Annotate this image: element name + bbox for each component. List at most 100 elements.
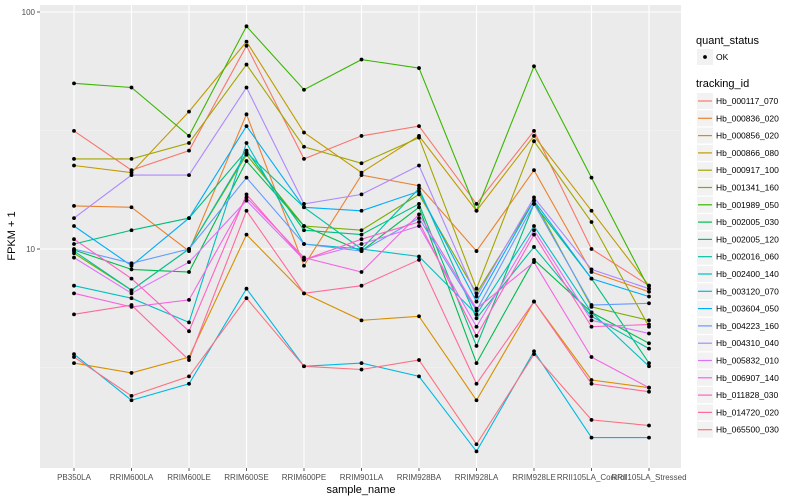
data-point-Hb_004223_160-RRIM600LA xyxy=(129,261,134,266)
data-point-Hb_006907_140-PB350LA xyxy=(72,291,76,296)
data-point-Hb_005832_010-RRIM928LE xyxy=(532,228,536,233)
data-point-Hb_011828_030-RRII105LA_Stressed xyxy=(647,322,651,327)
data-point-Hb_004310_040-PB350LA xyxy=(72,216,76,221)
legend-label-Hb_004223_160: Hb_004223_160 xyxy=(716,321,779,331)
data-point-Hb_003604_050-RRIM600SE xyxy=(244,124,249,129)
data-point-Hb_006907_140-RRIM928LA xyxy=(474,306,479,311)
data-point-Hb_001989_050-RRII105LA_Control xyxy=(589,175,594,180)
data-point-Hb_000856_020-RRIM600LA xyxy=(129,371,134,375)
data-point-Hb_000917_100-PB350LA xyxy=(72,156,76,161)
data-point-Hb_000836_020-RRIM600SE xyxy=(244,112,249,117)
data-point-Hb_006907_140-RRII105LA_Stressed xyxy=(647,385,651,390)
data-point-Hb_004310_040-RRIM901LA xyxy=(359,192,364,197)
data-point-Hb_004310_040-RRIM928LE xyxy=(532,195,536,200)
legend-label-Hb_001989_050: Hb_001989_050 xyxy=(716,200,779,210)
data-point-Hb_002005_030-RRII105LA_Stressed xyxy=(647,341,651,346)
data-point-Hb_005832_010-RRII105LA_Control xyxy=(589,318,594,323)
data-point-Hb_001989_050-RRIM600LE xyxy=(187,134,191,138)
data-point-Hb_002016_060-RRIM600SE xyxy=(244,150,249,155)
data-point-Hb_002016_060-RRIM928LE xyxy=(532,245,536,249)
data-point-Hb_000836_020-RRII105LA_Stressed xyxy=(647,289,651,294)
data-point-Hb_004223_160-PB350LA xyxy=(72,247,76,251)
data-point-Hb_011828_030-RRII105LA_Control xyxy=(589,324,594,329)
data-point-Hb_003120_070-RRIM901LA xyxy=(359,361,364,366)
data-point-Hb_002016_060-RRII105LA_Stressed xyxy=(647,346,651,351)
data-point-Hb_004310_040-RRII105LA_Control xyxy=(589,267,594,272)
data-point-Hb_001989_050-PB350LA xyxy=(72,81,76,86)
x-tick-label: RRIM600LE xyxy=(167,473,211,482)
data-point-Hb_002400_140-RRIM928LE xyxy=(532,224,536,228)
legend-label-Hb_002005_030: Hb_002005_030 xyxy=(716,217,779,227)
data-point-Hb_004223_160-RRIM901LA xyxy=(359,249,364,253)
y-tick-label: 10 xyxy=(26,245,35,254)
data-point-Hb_006907_140-RRIM600SE xyxy=(244,195,249,200)
data-point-Hb_065500_030-RRIM600SE xyxy=(244,296,249,301)
data-point-Hb_065500_030-RRIM928LA xyxy=(474,442,479,447)
data-point-Hb_002005_030-RRIM600PE xyxy=(302,224,306,228)
data-point-Hb_001341_160-RRIM928LA xyxy=(474,291,479,296)
data-point-Hb_004310_040-RRIM600LA xyxy=(129,173,134,178)
data-point-Hb_000117_070-RRIM928BA xyxy=(417,124,421,129)
legend-label-Hb_004310_040: Hb_004310_040 xyxy=(716,338,779,348)
legend-label-Hb_005832_010: Hb_005832_010 xyxy=(716,356,779,366)
data-point-Hb_000917_100-RRIM928LA xyxy=(474,286,479,291)
data-point-Hb_014720_020-RRIM928LE xyxy=(532,299,536,304)
point-icon xyxy=(703,55,707,59)
data-point-Hb_000117_070-RRIM600PE xyxy=(302,156,306,161)
data-point-Hb_000866_080-RRII105LA_Stressed xyxy=(647,283,651,288)
data-point-Hb_000917_100-RRIM928BA xyxy=(417,135,421,140)
legend-label-Hb_002400_140: Hb_002400_140 xyxy=(716,269,779,279)
data-point-Hb_001989_050-RRIM600PE xyxy=(302,87,306,92)
data-point-Hb_000836_020-RRIM600PE xyxy=(302,263,306,268)
data-point-Hb_011828_030-RRIM928LE xyxy=(532,232,536,237)
data-point-Hb_005832_010-RRIM600LA xyxy=(129,291,134,296)
data-point-Hb_000917_100-RRIM600SE xyxy=(244,62,249,67)
data-point-Hb_003120_070-RRIM928BA xyxy=(417,374,421,379)
legend-label-Hb_003120_070: Hb_003120_070 xyxy=(716,286,779,296)
data-point-Hb_011828_030-RRIM600LA xyxy=(129,276,134,281)
data-point-Hb_002400_140-RRIM600SE xyxy=(244,141,249,145)
data-point-Hb_003120_070-RRIM928LA xyxy=(474,449,479,454)
data-point-Hb_000117_070-RRIM600LE xyxy=(187,148,191,153)
data-point-Hb_014720_020-RRIM600PE xyxy=(302,291,306,296)
data-point-Hb_001989_050-RRIM600SE xyxy=(244,24,249,29)
data-point-Hb_002400_140-RRII105LA_Control xyxy=(589,310,594,315)
legend-label-Hb_065500_030: Hb_065500_030 xyxy=(716,425,779,435)
data-point-Hb_000866_080-RRIM600PE xyxy=(302,130,306,135)
data-point-Hb_014720_020-PB350LA xyxy=(72,312,76,317)
data-point-Hb_001341_160-RRIM928BA xyxy=(417,192,421,197)
legend-label-Hb_000836_020: Hb_000836_020 xyxy=(716,113,779,123)
data-point-Hb_003604_050-RRIM600PE xyxy=(302,205,306,210)
data-point-Hb_006907_140-RRIM928LE xyxy=(532,260,536,265)
x-tick-label: RRIM928LE xyxy=(512,473,556,482)
data-point-Hb_000917_100-RRIM901LA xyxy=(359,161,364,166)
data-point-Hb_004223_160-RRII105LA_Control xyxy=(589,303,594,307)
legend-label-Hb_000117_070: Hb_000117_070 xyxy=(716,96,779,106)
x-axis: PB350LA RRIM600LA RRIM600LE RRIM600SE RRIM60… xyxy=(57,468,687,482)
data-point-Hb_003604_050-RRIM928LE xyxy=(532,198,536,203)
x-tick-label: RRII105LA_Control xyxy=(557,473,627,482)
data-point-Hb_000856_020-RRIM928BA xyxy=(417,314,421,319)
legend: quant_status OK tracking_id Hb_000117_070 Hb… xyxy=(696,35,779,438)
data-point-Hb_065500_030-RRIM928BA xyxy=(417,358,421,362)
data-point-Hb_014720_020-RRII105LA_Control xyxy=(589,381,594,386)
data-point-Hb_004223_160-RRIM928LE xyxy=(532,201,536,206)
data-point-Hb_005832_010-RRIM600LE xyxy=(187,260,191,265)
data-point-Hb_000856_020-RRII105LA_Control xyxy=(589,378,594,382)
y-tick-label: 100 xyxy=(22,8,36,17)
legend-label-ok: OK xyxy=(716,52,729,62)
data-point-Hb_003120_070-PB350LA xyxy=(72,352,76,357)
data-point-Hb_000856_020-RRIM901LA xyxy=(359,318,364,323)
legend-label-Hb_003604_050: Hb_003604_050 xyxy=(716,304,779,314)
data-point-Hb_004310_040-RRIM600SE xyxy=(244,85,249,90)
x-tick-label: RRIM901LA xyxy=(340,473,384,482)
data-point-Hb_003604_050-PB350LA xyxy=(72,224,76,228)
data-point-Hb_011828_030-PB350LA xyxy=(72,237,76,242)
data-point-Hb_065500_030-RRIM600PE xyxy=(302,364,306,369)
data-point-Hb_001989_050-RRIM901LA xyxy=(359,57,364,62)
data-point-Hb_002005_030-RRIM600SE xyxy=(244,159,249,163)
data-point-Hb_000917_100-RRIM600LE xyxy=(187,141,191,145)
data-point-Hb_065500_030-RRIM600LE xyxy=(187,374,191,379)
data-point-Hb_011828_030-RRIM928BA xyxy=(417,220,421,224)
data-point-Hb_014720_020-RRIM600SE xyxy=(244,208,249,213)
